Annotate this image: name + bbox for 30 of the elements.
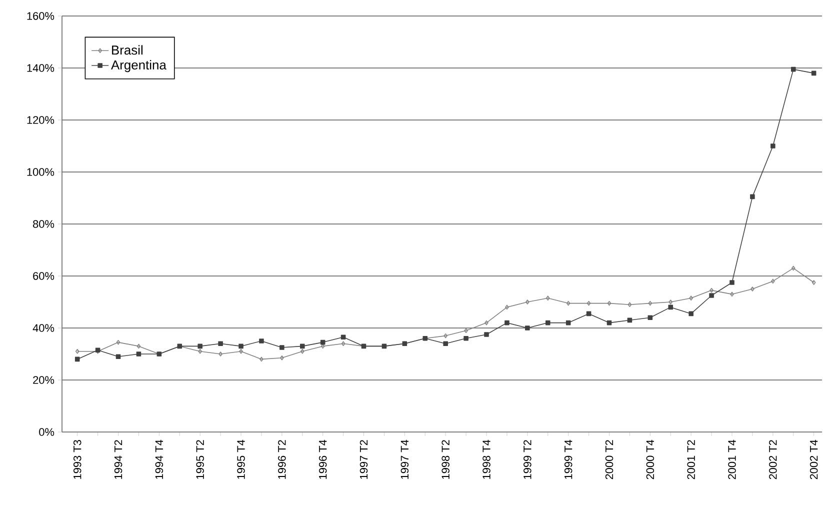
legend-label: Brasil xyxy=(112,45,142,55)
legend-label: Argentina xyxy=(111,60,166,72)
x-tick-label: 1999 T2 xyxy=(524,440,532,479)
y-tick-label: 20% xyxy=(33,376,54,384)
y-tick-label: 100% xyxy=(27,168,54,176)
y-tick-label: 60% xyxy=(33,272,54,280)
x-tick-label: 1999 T4 xyxy=(564,440,572,479)
y-tick-label: 140% xyxy=(27,64,54,72)
x-tick-label: 2001 T4 xyxy=(728,440,736,480)
x-tick-label: 1994 T4 xyxy=(155,440,164,479)
x-tick-label: 1997 T2 xyxy=(360,440,368,479)
x-tick-label: 1998 T2 xyxy=(442,440,450,479)
x-tick-label: 1996 T2 xyxy=(278,440,286,479)
y-tick-label: 80% xyxy=(33,220,54,228)
x-tick-label: 1993 T3 xyxy=(73,440,82,479)
x-tick-label: 2000 T4 xyxy=(646,440,654,480)
x-tick-label: 1996 T4 xyxy=(318,440,327,479)
x-tick-label: 1997 T4 xyxy=(400,440,409,479)
x-tick-label: 1994 T2 xyxy=(114,440,122,479)
x-tick-label: 2002 T4 xyxy=(810,440,818,480)
y-tick-label: 160% xyxy=(27,12,54,20)
y-tick-label: 40% xyxy=(32,324,54,332)
x-tick-label: 1998 T4 xyxy=(482,440,490,479)
y-tick-label: 0% xyxy=(39,428,54,436)
x-tick-label: 2000 T2 xyxy=(605,440,614,480)
x-tick-label: 1995 T4 xyxy=(237,440,245,479)
x-tick-label: 2001 T2 xyxy=(687,440,695,480)
x-tick-label: 1995 T2 xyxy=(196,440,204,479)
y-tick-label: 120% xyxy=(27,116,54,124)
x-tick-label: 2002 T2 xyxy=(769,440,777,480)
